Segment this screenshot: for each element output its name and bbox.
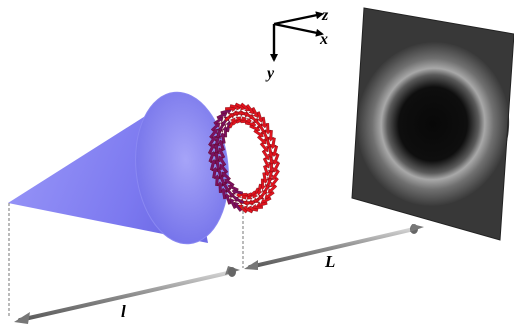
field-arrow bbox=[257, 135, 267, 145]
field-arrow bbox=[272, 153, 280, 165]
z-axis-arrow bbox=[273, 11, 324, 26]
field-arrow bbox=[253, 129, 264, 138]
field-arrow bbox=[271, 145, 279, 157]
cone-base bbox=[135, 91, 229, 245]
field-arrow bbox=[218, 155, 227, 167]
field-arrow bbox=[270, 177, 279, 188]
field-arrow bbox=[269, 137, 277, 149]
field-arrow bbox=[262, 157, 271, 169]
field-arrow bbox=[207, 143, 216, 155]
vector-vortex-ring bbox=[207, 102, 281, 214]
field-arrow bbox=[208, 135, 217, 147]
field-arrow bbox=[216, 181, 224, 193]
field-arrow bbox=[221, 171, 231, 181]
distance-rod-l bbox=[14, 266, 240, 324]
field-arrow bbox=[271, 169, 280, 181]
beam-profile bbox=[356, 42, 510, 206]
field-arrow bbox=[209, 159, 217, 171]
axes-triad: z x y bbox=[265, 7, 329, 82]
field-arrow bbox=[213, 174, 221, 186]
field-arrow bbox=[217, 147, 226, 159]
x-axis-arrow bbox=[273, 22, 324, 37]
distance-rod-L bbox=[244, 224, 424, 270]
field-arrow bbox=[220, 187, 228, 200]
y-axis-label: y bbox=[265, 65, 275, 82]
field-arrow bbox=[267, 130, 275, 142]
field-arrow bbox=[259, 142, 269, 152]
propagation-distance-label: L bbox=[324, 252, 335, 271]
cone-length-label: l bbox=[121, 302, 126, 321]
field-arrow bbox=[260, 116, 268, 129]
field-arrow bbox=[264, 123, 272, 135]
cone bbox=[8, 91, 229, 245]
field-arrow bbox=[211, 167, 219, 179]
field-arrow bbox=[261, 149, 270, 161]
z-axis-label: z bbox=[321, 7, 329, 24]
field-arrow bbox=[213, 141, 221, 154]
x-axis-label: x bbox=[319, 31, 328, 48]
field-arrow bbox=[209, 128, 218, 139]
field-arrow bbox=[219, 164, 229, 174]
field-arrow bbox=[224, 178, 235, 187]
detection-screen bbox=[351, 7, 514, 241]
field-arrow bbox=[267, 162, 275, 175]
